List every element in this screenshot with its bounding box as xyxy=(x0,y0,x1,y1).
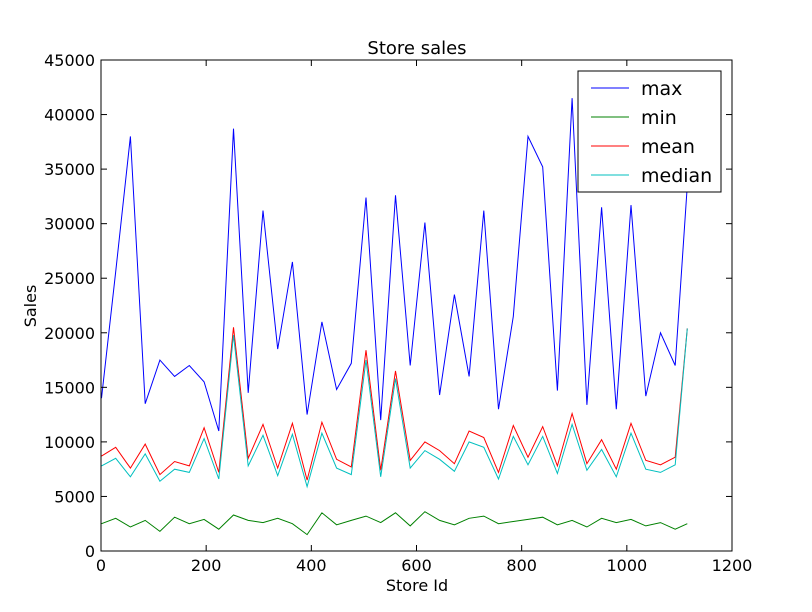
y-tick-label: 15000 xyxy=(44,378,95,397)
y-tick-label: 0 xyxy=(85,542,95,561)
series-line-max xyxy=(101,98,688,432)
y-tick-label: 30000 xyxy=(44,215,95,234)
y-tick-label: 5000 xyxy=(54,487,95,506)
y-tick-label: 45000 xyxy=(44,51,95,70)
x-tick-label: 1000 xyxy=(606,556,647,575)
y-tick-label: 10000 xyxy=(44,433,95,452)
x-tick-label: 800 xyxy=(506,556,537,575)
y-tick-label: 20000 xyxy=(44,324,95,343)
tick-layer: 0 200 400 600 800 1000 1200 0 5000 10000 15000 2000… xyxy=(44,51,752,575)
legend-label-mean: mean xyxy=(641,136,695,158)
x-tick-label: 400 xyxy=(296,556,327,575)
x-tick-label: 600 xyxy=(401,556,432,575)
series-line-mean xyxy=(101,327,688,481)
series-line-median xyxy=(101,328,688,489)
series-line-min xyxy=(101,511,688,536)
y-axis-title: Sales xyxy=(21,285,40,328)
chart-title: Store sales xyxy=(367,38,466,59)
y-tick-label: 25000 xyxy=(44,269,95,288)
x-axis-title: Store Id xyxy=(386,576,448,595)
legend-label-max: max xyxy=(641,78,682,100)
series-layer xyxy=(101,98,688,536)
x-tick-label: 200 xyxy=(191,556,222,575)
legend: max min mean median xyxy=(577,70,722,193)
legend-label-median: median xyxy=(641,165,712,187)
x-tick-label: 1200 xyxy=(712,556,753,575)
legend-box xyxy=(577,70,722,193)
y-tick-label: 40000 xyxy=(44,106,95,125)
y-tick-label: 35000 xyxy=(44,160,95,179)
x-tick-label: 0 xyxy=(96,556,106,575)
legend-label-min: min xyxy=(641,107,677,129)
